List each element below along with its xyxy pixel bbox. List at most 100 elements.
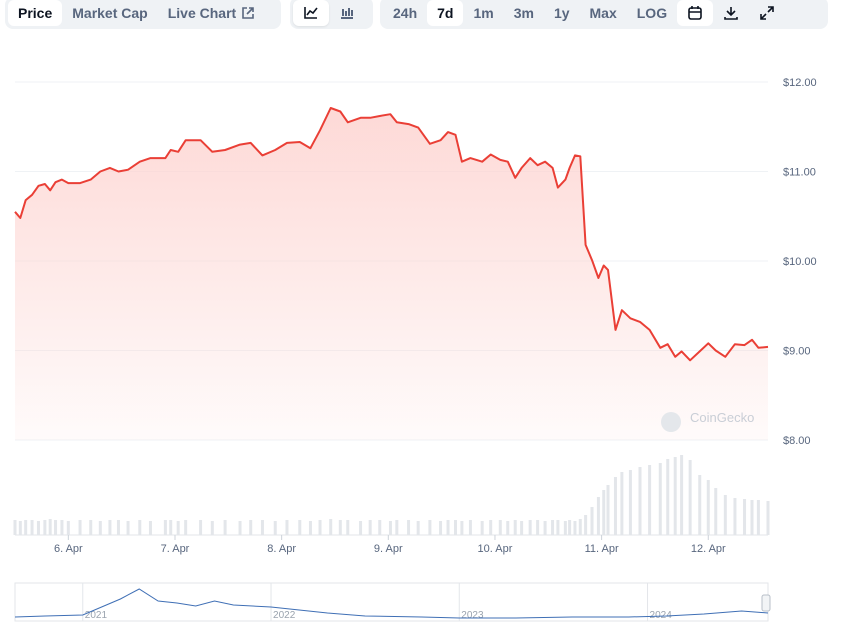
volume-bar: [590, 507, 594, 535]
range-button[interactable]: LOG: [636, 5, 668, 21]
volume-bar: [568, 520, 572, 535]
calendar-icon: [688, 6, 702, 20]
volume-bar: [563, 521, 567, 535]
volume-bar: [108, 520, 112, 535]
volume-bar: [673, 457, 677, 535]
volume-bar: [658, 463, 662, 535]
volume-bar: [98, 521, 102, 535]
range-button[interactable]: 7d: [427, 0, 464, 26]
volume-bar: [698, 475, 702, 535]
volume-bar: [513, 520, 517, 535]
volume-bar: [199, 520, 203, 535]
volume-bar: [260, 520, 264, 535]
volume-bar: [273, 521, 277, 535]
volume-bar: [714, 488, 718, 535]
range-buttons: 24h 7d 1m 3m 1y Max LOG: [383, 0, 677, 26]
volume-bar: [498, 520, 502, 535]
tab-group: Price Market Cap Live Chart: [5, 0, 281, 29]
expand-icon: [760, 6, 774, 20]
volume-bar: [628, 470, 632, 535]
volume-bar: [596, 497, 600, 535]
range-button[interactable]: 24h: [393, 5, 418, 21]
volume-bar: [169, 520, 173, 535]
x-tick-label: 7. Apr: [161, 543, 190, 555]
volume-bar: [378, 520, 382, 535]
volume-bar: [89, 520, 93, 535]
line-chart-button[interactable]: [293, 0, 329, 26]
volume-bar: [743, 499, 747, 535]
volume-bar: [439, 521, 443, 535]
volume-bar: [573, 521, 577, 535]
volume-bar: [602, 490, 606, 535]
volume-bar: [666, 459, 670, 535]
x-tick-label: 11. Apr: [585, 543, 619, 555]
volume-bar: [489, 520, 493, 535]
navigator-line: [14, 588, 769, 619]
price-line: [14, 107, 769, 362]
tab-button[interactable]: Price: [8, 0, 63, 26]
volume-bar: [210, 521, 214, 535]
navigator-tick-label: 2023: [461, 610, 484, 621]
tab-button[interactable]: Market Cap: [72, 5, 148, 21]
volume-bar: [346, 520, 350, 535]
volume-bar: [223, 520, 227, 535]
candle-chart-button[interactable]: [329, 0, 365, 26]
y-tick-label: $10.00: [783, 256, 817, 268]
chart-style-group: [290, 0, 373, 29]
volume-bar: [750, 500, 754, 535]
volume-bar: [66, 521, 70, 535]
volume-bar: [620, 472, 624, 535]
volume-bar: [756, 500, 760, 535]
volume-bar: [536, 520, 540, 535]
volume-bar: [163, 520, 167, 535]
range-button[interactable]: 3m: [513, 5, 534, 21]
navigator-handle: [761, 594, 771, 612]
volume-bar: [18, 521, 22, 535]
x-tick-label: 6. Apr: [54, 543, 83, 555]
volume-bar: [584, 515, 588, 535]
volume-bar: [60, 520, 64, 535]
x-tick-label: 8. Apr: [267, 543, 296, 555]
line-icon: [304, 7, 318, 19]
volume-bar: [249, 520, 253, 535]
candle-icon: [341, 8, 353, 19]
volume-bar: [688, 460, 692, 535]
expand-button[interactable]: [749, 0, 785, 26]
volume-bar: [116, 520, 120, 535]
x-tick-label: 9. Apr: [374, 543, 403, 555]
volume-bar: [36, 521, 40, 535]
volume-bar: [30, 520, 34, 535]
download-button[interactable]: [713, 0, 749, 26]
volume-bar: [468, 520, 472, 535]
volume-bar: [24, 520, 28, 535]
range-button[interactable]: 1m: [473, 5, 494, 21]
y-tick-label: $11.00: [783, 167, 816, 179]
x-tick-label: 12. Apr: [691, 543, 726, 555]
price-area: [15, 108, 768, 440]
volume-bar: [368, 520, 372, 535]
range-button[interactable]: Max: [589, 5, 617, 21]
tab-button[interactable]: Live Chart: [158, 0, 265, 26]
volume-bar: [606, 485, 610, 535]
volume-bar: [706, 480, 710, 535]
volume-bar: [428, 520, 432, 535]
calendar-button[interactable]: [677, 0, 714, 26]
volume-bar: [359, 521, 363, 535]
volume-bar: [407, 520, 411, 535]
y-tick-label: $9.00: [783, 346, 811, 358]
volume-bar: [318, 520, 322, 535]
volume-bar: [723, 495, 727, 535]
range-group: 24h 7d 1m 3m 1y Max LOG: [380, 0, 828, 29]
volume-bar: [298, 520, 302, 535]
volume-bar: [78, 520, 82, 535]
volume-bar: [395, 520, 399, 535]
volume-bar: [638, 467, 642, 535]
volume-bar: [54, 520, 58, 535]
volume-bar: [551, 520, 555, 535]
volume-bar: [138, 520, 142, 535]
volume-bar: [556, 520, 560, 535]
range-button[interactable]: 1y: [553, 5, 570, 21]
navigator-tick-label: 2021: [85, 610, 108, 621]
volume-bar: [416, 521, 420, 535]
